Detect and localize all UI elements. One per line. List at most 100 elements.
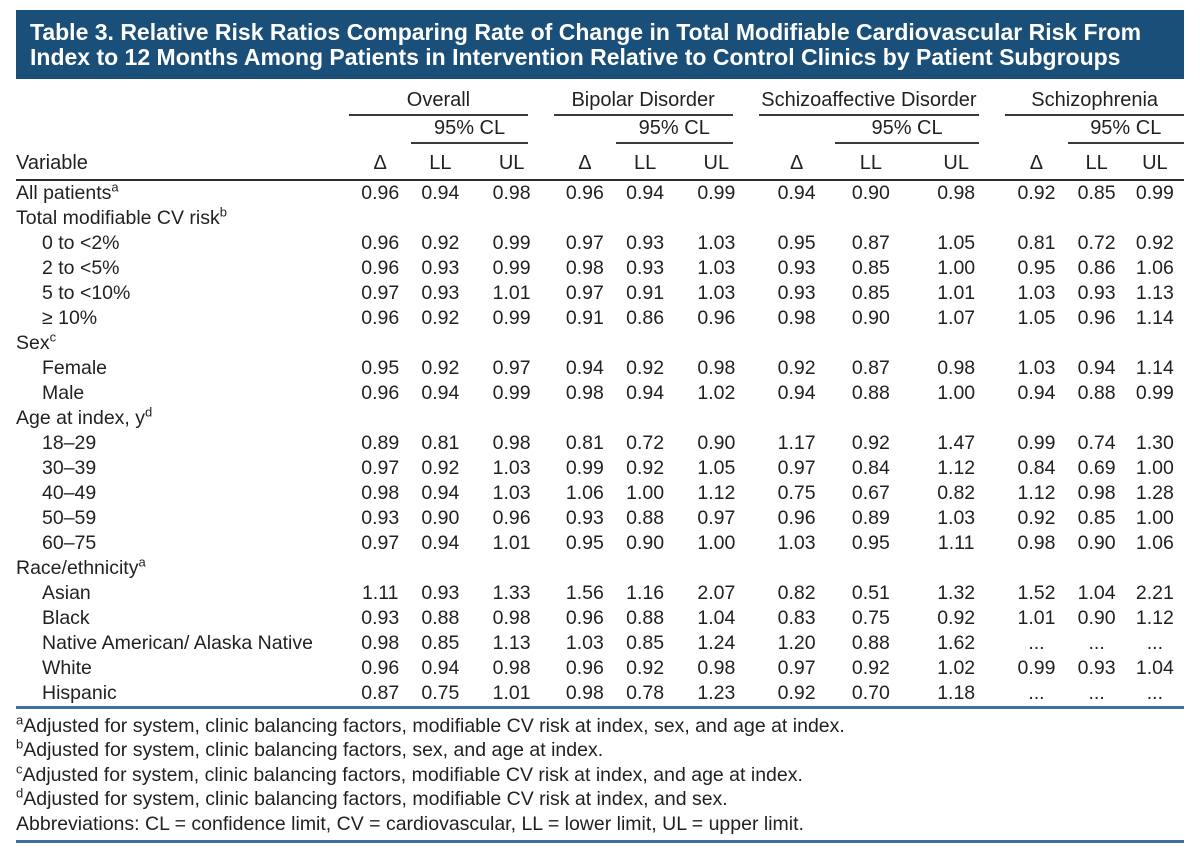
- cell-value: 0.88: [626, 607, 665, 629]
- cell-value: [759, 206, 835, 231]
- cell-value: 0.99: [492, 232, 531, 254]
- cell-value: 0.92: [777, 357, 816, 379]
- cell-value: 0.96: [361, 382, 400, 404]
- cell-value: 1.23: [697, 682, 736, 704]
- cell-value: [674, 331, 758, 356]
- cell-value: [1126, 206, 1184, 231]
- cell-value: 0.99: [492, 257, 531, 279]
- cell-value: 1.11: [937, 532, 975, 554]
- table-title-line2: Index to 12 Months Among Patients in Int…: [30, 43, 1121, 70]
- cell-value: [1005, 206, 1067, 231]
- footnotes: a Adjusted for system, clinic balancing f…: [16, 714, 1184, 836]
- cell-value: 0.95: [851, 532, 890, 554]
- cell-value: 0.90: [626, 532, 665, 554]
- table-row: White 0.96 0.94 0.98 0.96 0.92 0.98 0.97 0.92 1.0…: [16, 656, 1184, 681]
- cell-value: 0.97: [361, 282, 400, 304]
- cell-value: 0.93: [421, 582, 460, 604]
- cell-value: 0.87: [361, 682, 400, 704]
- cell-value: 1.03: [492, 457, 531, 479]
- cell-value: 0.67: [851, 482, 890, 504]
- cell-value: 0.98: [492, 657, 531, 679]
- cell-value: 1.16: [626, 582, 665, 604]
- cell-value: 0.96: [361, 232, 400, 254]
- risk-ratio-table: Overall Bipolar Disorder Schizoaffective…: [16, 88, 1184, 706]
- table-title-bar: Table 3. Relative Risk Ratios Comparing …: [16, 10, 1184, 79]
- table-row: Hispanic 0.87 0.75 1.01 0.98 0.78 1.23 0.92 0.70…: [16, 681, 1184, 706]
- cell-value: 0.98: [937, 357, 976, 379]
- cell-value: ...: [1088, 632, 1105, 654]
- cell-value: [907, 406, 1005, 431]
- cell-value: [554, 331, 616, 356]
- footnote-text: Adjusted for system, clinic balancing fa…: [23, 739, 604, 762]
- delta-header: Δ: [553, 144, 616, 181]
- cell-value: 0.82: [937, 482, 976, 504]
- cell-value: 1.03: [565, 632, 604, 654]
- row-label: 2 to <5%: [42, 257, 120, 279]
- cell-value: 0.94: [421, 482, 460, 504]
- cell-value: 0.90: [1077, 532, 1116, 554]
- cell-value: 0.92: [851, 432, 890, 454]
- cell-value: 1.62: [937, 632, 976, 654]
- cell-value: 0.93: [1077, 282, 1116, 304]
- table-row: 40–49 0.98 0.94 1.03 1.06 1.00 1.12 0.75 0.67 0.8…: [16, 481, 1184, 506]
- cell-value: [759, 331, 835, 356]
- cell-value: 0.93: [1077, 657, 1116, 679]
- cell-value: 0.82: [777, 582, 816, 604]
- ul-header: UL: [674, 144, 759, 181]
- cell-value: 0.92: [421, 457, 460, 479]
- row-label: 50–59: [42, 507, 97, 529]
- cell-value: 0.81: [565, 432, 604, 454]
- cell-value: 0.96: [361, 307, 400, 329]
- row-label: 40–49: [42, 482, 97, 504]
- cell-value: [1068, 206, 1126, 231]
- cell-value: 0.94: [777, 382, 816, 404]
- cell-value: 0.93: [626, 257, 665, 279]
- cell-value: 0.94: [421, 657, 460, 679]
- cl-header-schizoaffective: 95% CL: [834, 117, 980, 144]
- row-label: Total modifiable CV riskb: [16, 204, 227, 230]
- ll-header: LL: [411, 144, 470, 181]
- cell-value: 1.05: [697, 457, 736, 479]
- cell-value: 1.03: [697, 257, 736, 279]
- cell-value: 0.92: [851, 657, 890, 679]
- table-row: 30–39 0.97 0.92 1.03 0.99 0.92 1.05 0.97 0.84 1.1…: [16, 456, 1184, 481]
- table-row: All patientsa 0.96 0.94 0.98 0.96 0.94 0.99 0.9…: [16, 180, 1184, 206]
- cell-value: 0.84: [851, 457, 890, 479]
- cell-value: 1.00: [1135, 457, 1174, 479]
- footnote-marker: a: [16, 712, 24, 728]
- cell-value: [1068, 406, 1126, 431]
- cell-value: 0.96: [361, 182, 400, 204]
- table-row: 18–29 0.89 0.81 0.98 0.81 0.72 0.90 1.17 0.92 1.4…: [16, 431, 1184, 456]
- cell-value: 0.85: [626, 632, 665, 654]
- cell-value: 0.85: [1077, 182, 1116, 204]
- cell-value: 1.18: [937, 682, 976, 704]
- cell-value: 0.94: [1017, 382, 1056, 404]
- cell-value: [835, 556, 907, 581]
- cell-value: [674, 556, 758, 581]
- cell-value: [835, 206, 907, 231]
- cell-value: 0.90: [851, 182, 890, 204]
- footnote-marker: c: [16, 761, 23, 777]
- cell-value: 0.98: [697, 357, 736, 379]
- cell-value: 0.98: [492, 182, 531, 204]
- cell-value: 0.94: [1077, 357, 1116, 379]
- cell-value: [1005, 556, 1067, 581]
- cell-value: 0.92: [421, 307, 460, 329]
- cell-value: 1.06: [565, 482, 604, 504]
- cell-value: 0.96: [492, 507, 531, 529]
- cell-value: 0.98: [937, 182, 976, 204]
- cell-value: 1.01: [492, 532, 531, 554]
- cell-value: 0.93: [421, 282, 460, 304]
- cell-value: [349, 206, 411, 231]
- cell-value: [1005, 406, 1067, 431]
- cell-value: 0.92: [626, 657, 665, 679]
- footnote-marker: a: [138, 554, 146, 570]
- cell-value: 1.06: [1135, 257, 1174, 279]
- table-row: ≥ 10% 0.96 0.92 0.99 0.91 0.86 0.96 0.98 0.90 1.0…: [16, 306, 1184, 331]
- cell-value: 1.03: [697, 232, 736, 254]
- group-header-schizophrenia: Schizophrenia: [1005, 89, 1184, 116]
- footnote-a: aAdjusted for system, clinic balancing f…: [16, 714, 1184, 738]
- cell-value: [470, 406, 554, 431]
- cell-value: 0.92: [421, 232, 460, 254]
- row-label: Asian: [42, 582, 91, 604]
